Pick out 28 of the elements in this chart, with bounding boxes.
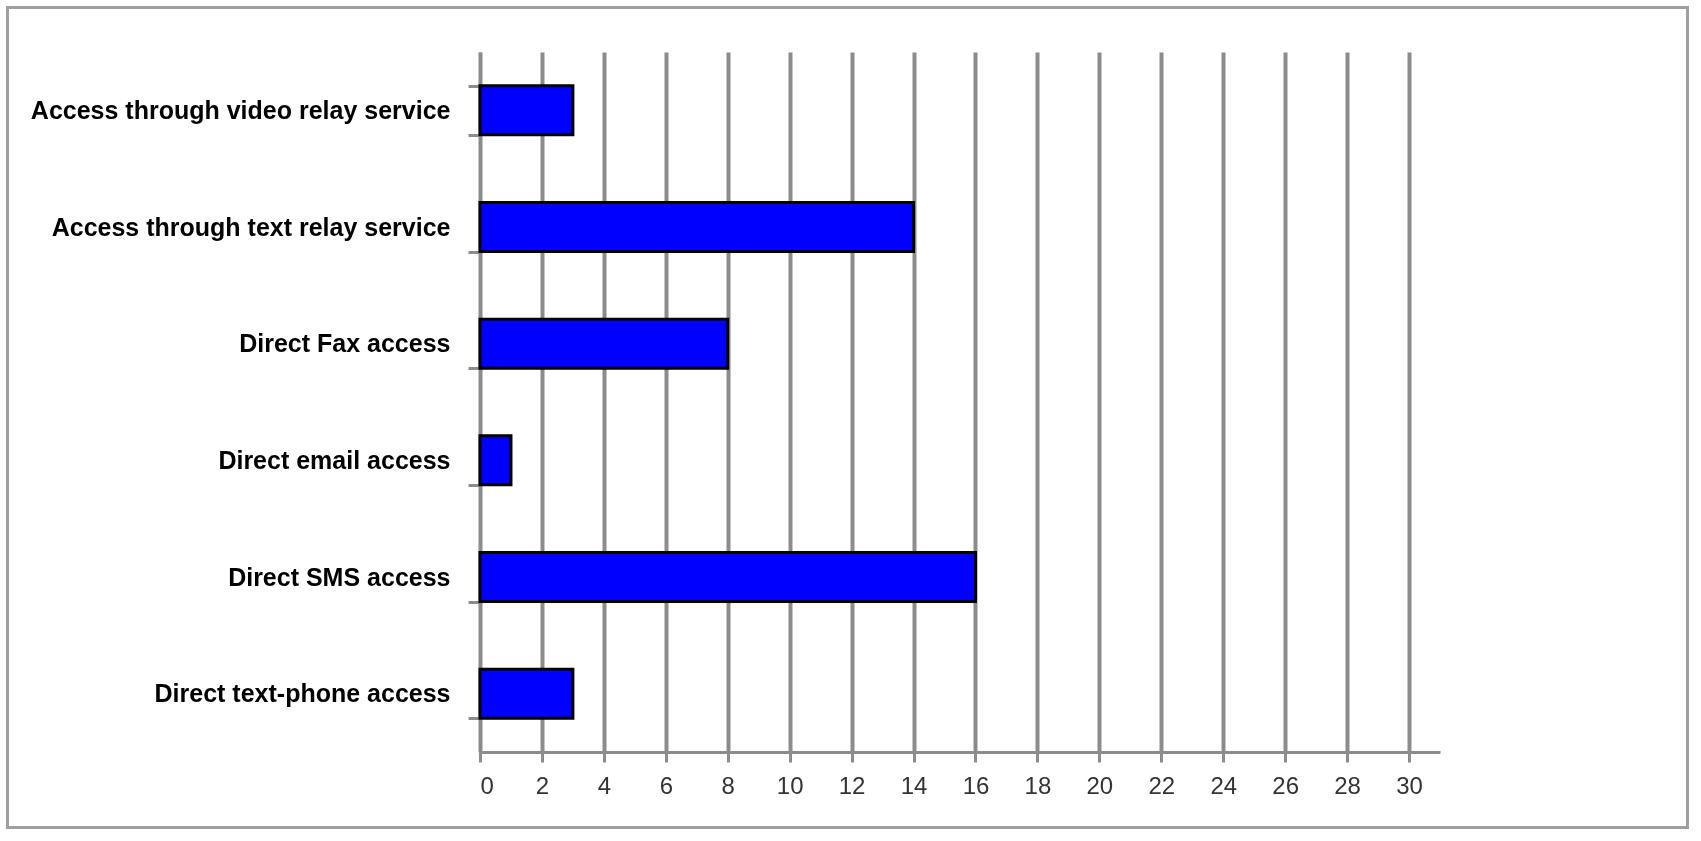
bar — [478, 551, 977, 603]
bar — [478, 667, 575, 720]
x-tick-label: 16 — [962, 771, 990, 799]
y-tick-label: Access through text relay service — [51, 212, 451, 241]
y-tick-label: Access through video relay service — [30, 95, 451, 124]
x-tick-label: 8 — [721, 771, 735, 799]
y-tick-label: Direct Fax access — [239, 329, 451, 358]
x-tick-label: 22 — [1148, 771, 1176, 799]
y-tick-label: Direct text-phone access — [154, 679, 451, 708]
x-tick-label: 4 — [597, 771, 612, 799]
x-tick-label: 12 — [838, 771, 866, 799]
x-tick-label: 28 — [1334, 771, 1361, 799]
x-tick-label: 6 — [659, 771, 673, 799]
x-tick-label: 18 — [1024, 771, 1052, 799]
x-tick-label: 30 — [1396, 771, 1423, 799]
x-tick-label: 10 — [776, 771, 804, 799]
bar — [478, 317, 730, 370]
x-tick-label: 20 — [1086, 771, 1114, 799]
bar — [478, 84, 575, 137]
y-tick-label: Direct SMS access — [228, 562, 451, 591]
x-tick-label: 0 — [480, 771, 494, 799]
y-tick-label: Direct email access — [218, 445, 451, 474]
x-tick-label: 2 — [535, 771, 550, 799]
x-tick-label: 26 — [1272, 771, 1300, 799]
bar — [478, 201, 916, 253]
x-tick-label: 24 — [1210, 771, 1238, 799]
bar — [478, 434, 513, 487]
x-tick-label: 14 — [900, 771, 928, 799]
